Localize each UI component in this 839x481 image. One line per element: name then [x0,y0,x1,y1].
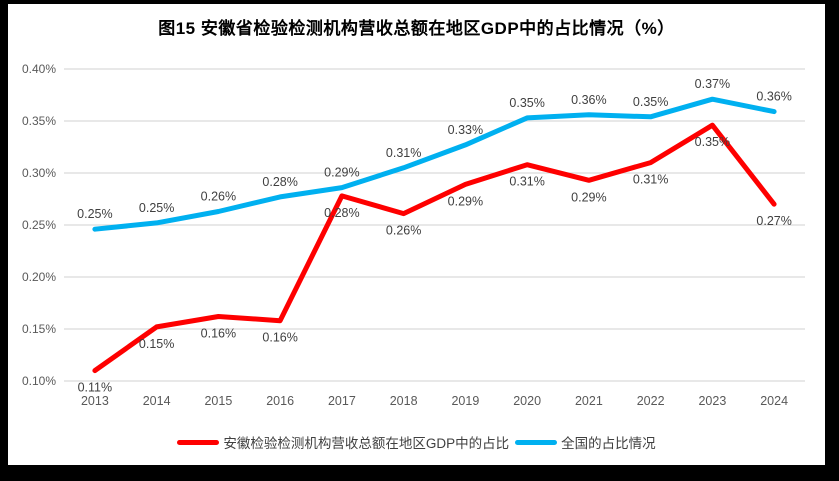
data-label-anhui: 0.11% [78,381,113,395]
series-line-national [92,96,777,232]
data-label-national: 0.31% [386,146,421,160]
legend-swatch-anhui [177,439,220,445]
data-label-national: 0.35% [509,96,544,110]
x-axis-tick-label: 2024 [760,394,788,408]
data-label-anhui: 0.16% [201,327,236,341]
y-axis-tick-label: 0.10% [22,374,56,388]
x-axis-tick-label: 2013 [81,394,109,408]
data-label-anhui: 0.35% [695,135,730,149]
legend-label-national: 全国的占比情况 [561,436,656,451]
x-axis-tick-label: 2020 [513,394,541,408]
y-axis-tick-label: 0.15% [22,322,56,336]
chart-title: 图15 安徽省检验检测机构营收总额在地区GDP中的占比情况（%） [158,19,675,38]
legend-label-anhui: 安徽检验检测机构营收总额在地区GDP中的占比 [223,436,510,451]
data-label-national: 0.35% [633,95,668,109]
data-label-anhui: 0.16% [262,331,297,345]
data-label-anhui: 0.31% [509,175,544,189]
y-axis-tick-label: 0.40% [22,62,56,76]
data-label-national: 0.25% [77,207,112,221]
x-axis-tick-label: 2022 [637,394,665,408]
x-axis-tick-label: 2019 [451,394,479,408]
data-label-anhui: 0.28% [324,206,359,220]
data-label-anhui: 0.29% [448,194,483,208]
data-label-national: 0.28% [262,175,297,189]
data-label-anhui: 0.27% [756,214,791,228]
data-label-national: 0.33% [448,123,483,137]
x-axis-tick-label: 2017 [328,394,356,408]
legend: 安徽检验检测机构营收总额在地区GDP中的占比 全国的占比情况 [8,432,825,452]
x-axis-tick-label: 2021 [575,394,603,408]
x-axis-tick-label: 2018 [390,394,418,408]
data-label-anhui: 0.15% [139,337,174,351]
y-axis-tick-label: 0.20% [22,270,56,284]
y-axis-tick-label: 0.35% [22,114,56,128]
data-label-national: 0.29% [324,166,359,180]
series-line-anhui [92,122,777,374]
legend-swatch-national [515,439,558,445]
x-axis-tick-label: 2014 [143,394,171,408]
legend-item-anhui: 安徽检验检测机构营收总额在地区GDP中的占比 [177,432,509,452]
chart-surface: 图15 安徽省检验检测机构营收总额在地区GDP中的占比情况（%） 0.10% 0.… [8,4,825,465]
plot-area: 0.10% 0.15% 0.20% 0.25% 0.30% 0.35% 0.40% 2013 2… [22,62,805,408]
x-axis-tick-label: 2023 [698,394,726,408]
y-axis-tick-label: 0.30% [22,166,56,180]
x-axis-tick-label: 2015 [204,394,232,408]
data-label-anhui: 0.29% [571,190,606,204]
y-axis-tick-label: 0.25% [22,218,56,232]
legend-item-national: 全国的占比情况 [515,432,656,452]
data-label-national: 0.25% [139,201,174,215]
data-label-anhui: 0.26% [386,224,421,238]
data-label-national: 0.36% [756,90,791,104]
data-label-national: 0.36% [571,93,606,107]
data-label-national: 0.37% [695,77,730,91]
data-label-national: 0.26% [201,189,236,203]
x-axis-tick-label: 2016 [266,394,294,408]
data-label-anhui: 0.31% [633,173,668,187]
